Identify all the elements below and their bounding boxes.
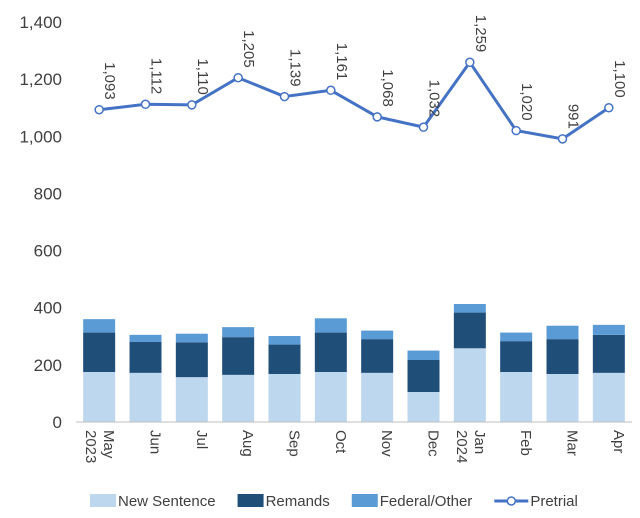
legend-swatch xyxy=(237,494,264,507)
x-tick-label: Aug xyxy=(239,430,256,457)
y-tick-label: 1,200 xyxy=(19,70,62,89)
bar-segment-federal-other xyxy=(314,318,347,333)
pretrial-line xyxy=(98,60,610,141)
bar-segment-new-sentence xyxy=(361,372,394,422)
bar-segment-new-sentence xyxy=(453,348,486,422)
bar-segment-remands xyxy=(268,344,301,374)
bar-segment-federal-other xyxy=(268,336,301,345)
pretrial-data-label: 1,205 xyxy=(240,30,257,68)
pretrial-data-label: 1,161 xyxy=(333,43,350,81)
y-tick-label: 800 xyxy=(34,184,62,203)
x-tick-label: Mar xyxy=(564,430,581,456)
bar-segment-new-sentence xyxy=(222,374,255,422)
legend-label: Federal/Other xyxy=(380,493,473,510)
legend-label: Remands xyxy=(266,493,330,510)
pretrial-data-label: 1,032 xyxy=(426,80,443,118)
x-tick-label: Dec xyxy=(425,430,442,457)
bar-segment-federal-other xyxy=(407,350,440,360)
pretrial-point xyxy=(418,122,429,132)
pretrial-point xyxy=(233,72,243,83)
bar-segment-federal-other xyxy=(175,333,208,343)
bar-segment-federal-other xyxy=(592,324,625,335)
bar-segment-remands xyxy=(361,339,394,373)
x-tick-label: Nov xyxy=(378,430,395,457)
pretrial-point xyxy=(372,112,382,122)
bar-segment-federal-other xyxy=(453,304,486,313)
pretrial-point xyxy=(187,100,197,110)
bar-segment-federal-other xyxy=(83,319,116,333)
pretrial-data-label: 1,259 xyxy=(472,15,489,53)
line-series-pretrial xyxy=(94,57,614,144)
x-tick-label: Apr xyxy=(610,430,627,453)
pretrial-point xyxy=(279,91,290,102)
bar-segment-new-sentence xyxy=(500,372,533,422)
legend-marker xyxy=(506,496,517,506)
bar-segment-new-sentence xyxy=(268,374,301,422)
legend-swatch xyxy=(351,494,378,507)
bar-segment-new-sentence xyxy=(314,372,347,422)
bar-segment-new-sentence xyxy=(407,392,440,422)
y-tick-label: 200 xyxy=(34,356,62,375)
pretrial-data-label: 1,100 xyxy=(611,60,628,98)
bar-segment-new-sentence xyxy=(83,372,116,422)
pretrial-point xyxy=(326,85,336,96)
pretrial-data-label: 1,093 xyxy=(101,62,118,100)
legend-label: Pretrial xyxy=(530,493,578,510)
pretrial-data-label: 1,068 xyxy=(379,69,396,107)
x-tick-label: Jun xyxy=(147,430,164,454)
y-axis: 0 200 400 600 800 1,000 1,200 1,400 xyxy=(19,13,62,432)
y-tick-label: 400 xyxy=(34,299,62,318)
pretrial-data-label: 1,112 xyxy=(148,58,165,94)
x-tick-label: 2023 xyxy=(82,430,99,463)
x-tick-label: Feb xyxy=(517,430,534,456)
y-tick-label: 1,400 xyxy=(19,13,62,32)
pretrial-data-label: 1,020 xyxy=(518,83,535,121)
y-tick-label: 1,000 xyxy=(19,127,62,146)
bar-segment-remands xyxy=(129,342,162,373)
bar-segment-remands xyxy=(314,332,347,372)
bar-segment-remands xyxy=(453,312,486,349)
pretrial-point xyxy=(557,134,568,144)
bar-segment-federal-other xyxy=(546,325,579,340)
bar-segment-new-sentence xyxy=(592,372,625,422)
legend-label: New Sentence xyxy=(118,493,216,510)
bar-segment-new-sentence xyxy=(129,372,162,422)
pretrial-point xyxy=(604,102,614,113)
pretrial-point xyxy=(511,125,521,136)
bar-segment-remands xyxy=(83,332,116,372)
x-tick-label: Sep xyxy=(286,430,303,457)
pretrial-point xyxy=(465,57,475,68)
bar-segment-remands xyxy=(175,342,208,378)
bar-segment-remands xyxy=(546,339,579,374)
y-tick-label: 0 xyxy=(53,413,62,432)
pretrial-point xyxy=(140,99,151,110)
x-tick-label: May xyxy=(100,430,117,459)
bar-segment-remands xyxy=(407,360,440,392)
bar-segment-federal-other xyxy=(361,330,394,340)
legend: New Sentence Remands Federal/Other Pretrial xyxy=(90,493,578,510)
pretrial-data-label: 1,110 xyxy=(194,58,211,94)
bar-segment-remands xyxy=(500,341,533,372)
pretrial-point xyxy=(94,104,104,115)
bar-segment-remands xyxy=(222,337,255,375)
pretrial-data-label: 991 xyxy=(565,104,582,129)
x-tick-label: Oct xyxy=(332,430,349,454)
pretrial-data-label: 1,139 xyxy=(287,49,304,87)
data-labels: 1,093 1,112 1,110 1,205 1,139 1,161 1,068 1,032… xyxy=(101,15,628,129)
x-tick-label: Jan xyxy=(471,430,488,454)
bar-segment-new-sentence xyxy=(175,377,208,422)
x-tick-label: Jul xyxy=(193,430,210,449)
x-tick-label: 2024 xyxy=(453,430,470,463)
legend-swatch xyxy=(90,494,116,507)
bar-segment-new-sentence xyxy=(546,374,579,422)
bar-segment-remands xyxy=(592,334,625,373)
bars xyxy=(83,304,625,422)
y-tick-label: 600 xyxy=(34,242,62,261)
bar-segment-federal-other xyxy=(500,332,533,342)
bar-segment-federal-other xyxy=(129,334,162,342)
bar-segment-federal-other xyxy=(222,327,255,338)
